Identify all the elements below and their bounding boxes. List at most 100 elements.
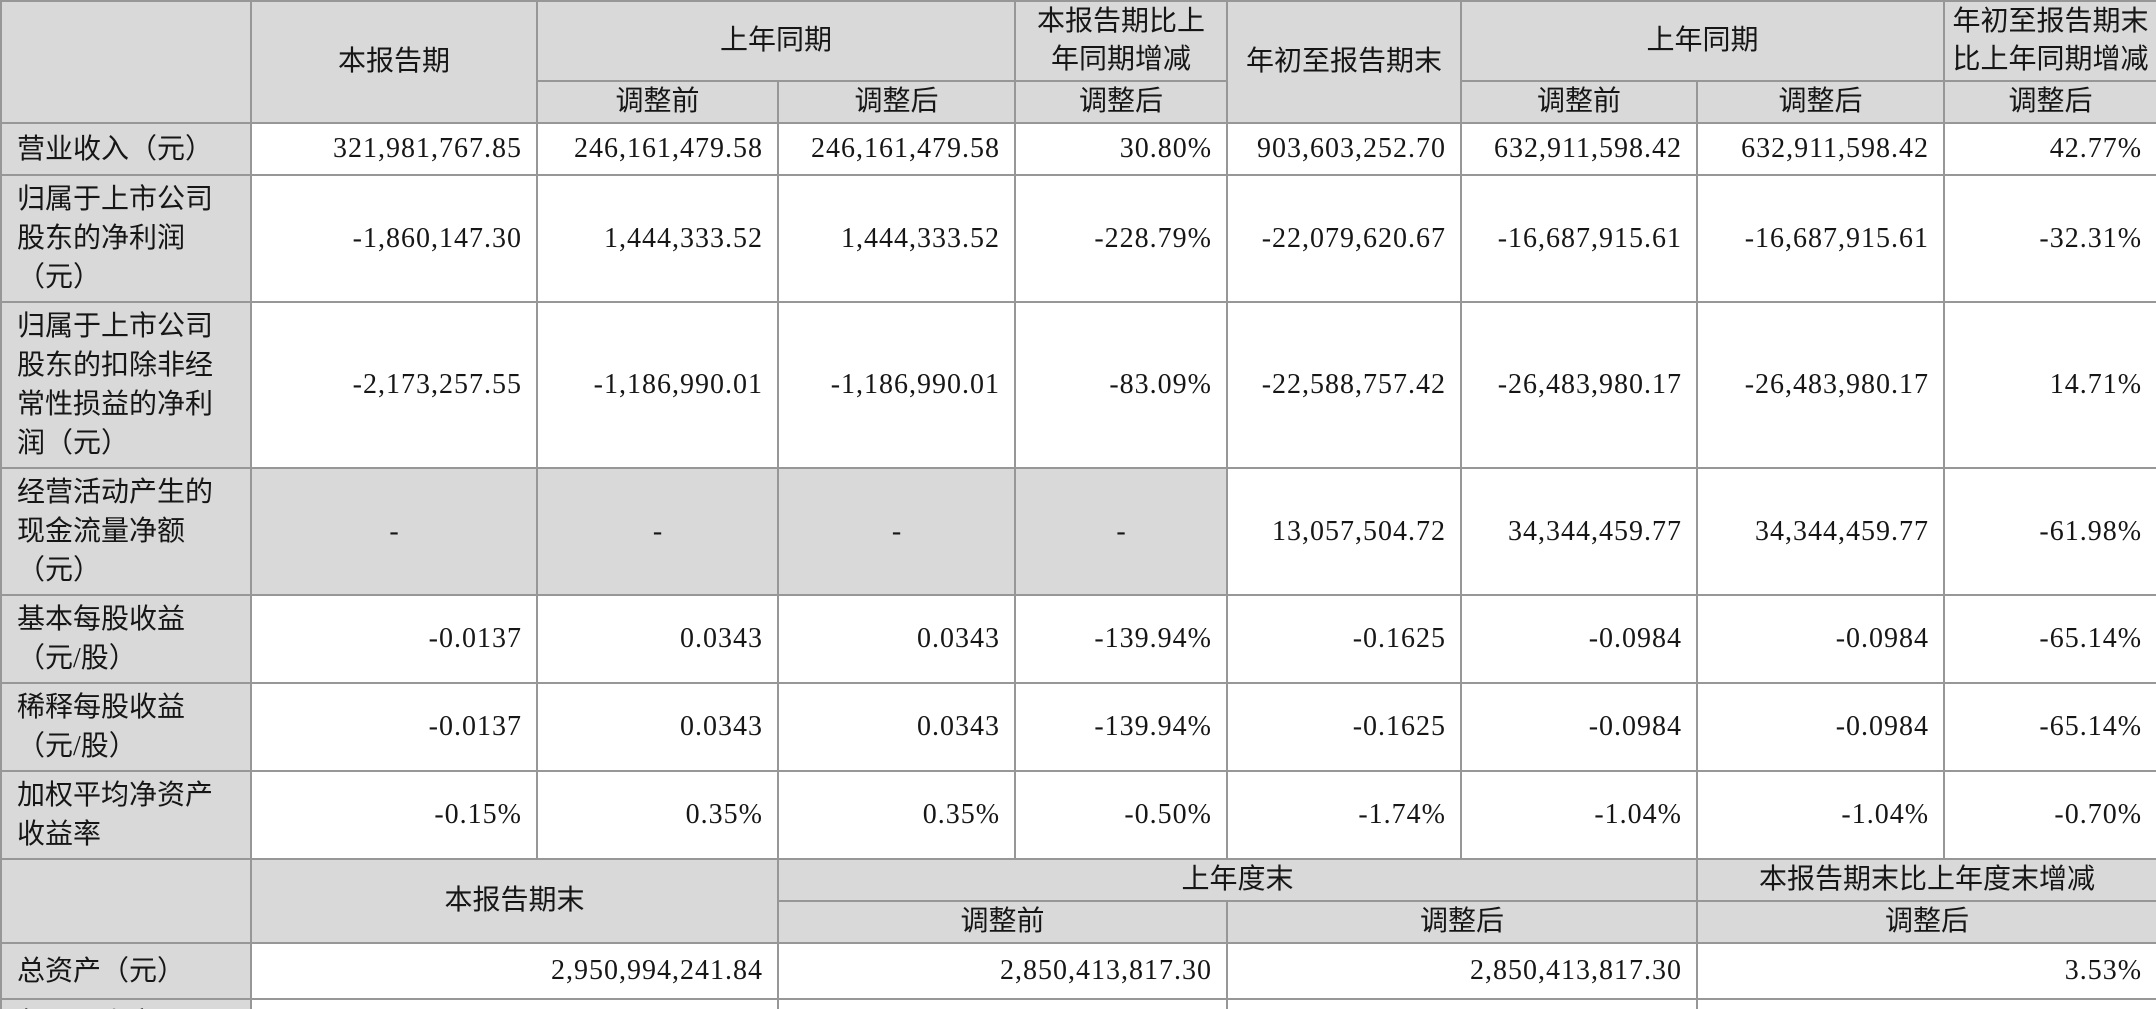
header-prior-year-period: 上年同期 <box>535 0 1017 82</box>
value-cell: -1.78% <box>1696 998 2156 1009</box>
row-label: 营业收入（元） <box>0 122 252 176</box>
value-cell: 632,911,598.42 <box>1696 122 1946 176</box>
row-label: 基本每股收益（元/股） <box>0 594 252 684</box>
value-cell: 1,283,305,784.68 <box>776 998 1229 1009</box>
value-cell: 2,950,994,241.84 <box>250 942 779 1000</box>
value-cell: -0.0137 <box>250 682 538 772</box>
header-prior-year-period-2: 上年同期 <box>1460 0 1946 82</box>
value-cell: -61.98% <box>1943 467 2156 596</box>
header-ytd-change: 年初至报告期末 比上年同期增减 <box>1943 0 2156 82</box>
value-cell: -1.74% <box>1226 770 1463 860</box>
row-label: 经营活动产生的现金流量净额（元） <box>0 467 252 596</box>
row-label: 归属于上市公司股东的所有者权益（元） <box>0 998 252 1009</box>
corner-cell <box>0 0 252 124</box>
row-label: 稀释每股收益（元/股） <box>0 682 252 772</box>
table-row: 经营活动产生的现金流量净额（元） - - - - 13,057,504.72 3… <box>0 467 2156 596</box>
value-cell: 0.35% <box>536 770 779 860</box>
header-prior-year-end: 上年度末 <box>776 858 1699 902</box>
value-cell: -83.09% <box>1014 301 1229 469</box>
value-cell: -65.14% <box>1943 682 2156 772</box>
table-row: 稀释每股收益（元/股） -0.0137 0.0343 0.0343 -139.9… <box>0 682 2156 772</box>
value-cell: -0.0984 <box>1460 682 1699 772</box>
value-cell: 13,057,504.72 <box>1226 467 1463 596</box>
value-cell: 2,850,413,817.30 <box>776 942 1229 1000</box>
value-cell: -0.0984 <box>1696 682 1946 772</box>
value-cell: 903,603,252.70 <box>1226 122 1463 176</box>
header-end-change: 本报告期末比上年度末增减 <box>1696 858 2156 902</box>
subheader-adjust-before: 调整前 <box>1460 80 1699 124</box>
value-cell: -65.14% <box>1943 594 2156 684</box>
value-cell: -0.0984 <box>1696 594 1946 684</box>
value-cell: 30.80% <box>1014 122 1229 176</box>
value-cell: 321,981,767.85 <box>250 122 538 176</box>
header-ytd: 年初至报告期末 <box>1226 0 1463 124</box>
value-cell: -0.0984 <box>1460 594 1699 684</box>
value-cell: 1,260,501,156.92 <box>250 998 779 1009</box>
value-cell: -0.70% <box>1943 770 2156 860</box>
value-cell: -2,173,257.55 <box>250 301 538 469</box>
value-cell: 42.77% <box>1943 122 2156 176</box>
subheader-adjust-before: 调整前 <box>536 80 779 124</box>
value-cell: 1,444,333.52 <box>536 174 779 303</box>
value-cell: -0.15% <box>250 770 538 860</box>
value-cell: 14.71% <box>1943 301 2156 469</box>
value-cell: -1.04% <box>1460 770 1699 860</box>
corner-cell <box>0 858 252 944</box>
subheader-adjust-after: 调整后 <box>1014 80 1229 124</box>
value-cell: -139.94% <box>1014 682 1229 772</box>
subheader-adjust-before: 调整前 <box>776 900 1229 944</box>
table-row: 总资产（元） 2,950,994,241.84 2,850,413,817.30… <box>0 942 2156 1000</box>
value-cell: -1,860,147.30 <box>250 174 538 303</box>
value-cell: - <box>776 467 1017 596</box>
header-current-period: 本报告期 <box>250 0 538 124</box>
subheader-adjust-after: 调整后 <box>1943 80 2156 124</box>
value-cell: 0.0343 <box>536 594 779 684</box>
table-row: 基本每股收益（元/股） -0.0137 0.0343 0.0343 -139.9… <box>0 594 2156 684</box>
value-cell: -26,483,980.17 <box>1460 301 1699 469</box>
value-cell: -1,186,990.01 <box>776 301 1017 469</box>
table-row: 加权平均净资产收益率 -0.15% 0.35% 0.35% -0.50% -1.… <box>0 770 2156 860</box>
value-cell: -1,186,990.01 <box>536 301 779 469</box>
value-cell: - <box>1014 467 1229 596</box>
value-cell: -0.1625 <box>1226 594 1463 684</box>
table-row: 归属于上市公司股东的扣除非经常性损益的净利润（元） -2,173,257.55 … <box>0 301 2156 469</box>
row-label: 归属于上市公司股东的净利润（元） <box>0 174 252 303</box>
subheader-adjust-after: 调整后 <box>776 80 1017 124</box>
row-label: 归属于上市公司股东的扣除非经常性损益的净利润（元） <box>0 301 252 469</box>
value-cell: 632,911,598.42 <box>1460 122 1699 176</box>
value-cell: -22,588,757.42 <box>1226 301 1463 469</box>
table-row: 归属于上市公司股东的所有者权益（元） 1,260,501,156.92 1,28… <box>0 998 2156 1009</box>
value-cell: - <box>536 467 779 596</box>
value-cell: 246,161,479.58 <box>776 122 1017 176</box>
value-cell: 0.0343 <box>536 682 779 772</box>
value-cell: -26,483,980.17 <box>1696 301 1946 469</box>
value-cell: - <box>250 467 538 596</box>
value-cell: -0.1625 <box>1226 682 1463 772</box>
subheader-adjust-after: 调整后 <box>1226 900 1699 944</box>
value-cell: -0.50% <box>1014 770 1229 860</box>
subheader-adjust-after: 调整后 <box>1696 80 1946 124</box>
value-cell: -228.79% <box>1014 174 1229 303</box>
value-cell: -0.0137 <box>250 594 538 684</box>
header-period-change: 本报告期比上 年同期增减 <box>1014 0 1229 82</box>
subheader-adjust-after: 调整后 <box>1696 900 2156 944</box>
value-cell: 246,161,479.58 <box>536 122 779 176</box>
value-cell: -139.94% <box>1014 594 1229 684</box>
value-cell: 34,344,459.77 <box>1460 467 1699 596</box>
value-cell: -22,079,620.67 <box>1226 174 1463 303</box>
value-cell: -32.31% <box>1943 174 2156 303</box>
value-cell: -16,687,915.61 <box>1696 174 1946 303</box>
value-cell: -16,687,915.61 <box>1460 174 1699 303</box>
value-cell: 2,850,413,817.30 <box>1226 942 1699 1000</box>
value-cell: 1,444,333.52 <box>776 174 1017 303</box>
value-cell: 0.0343 <box>776 594 1017 684</box>
header-current-period-end: 本报告期末 <box>250 858 779 944</box>
value-cell: -1.04% <box>1696 770 1946 860</box>
value-cell: 3.53% <box>1696 942 2156 1000</box>
value-cell: 0.35% <box>776 770 1017 860</box>
value-cell: 34,344,459.77 <box>1696 467 1946 596</box>
value-cell: 0.0343 <box>776 682 1017 772</box>
row-label: 加权平均净资产收益率 <box>0 770 252 860</box>
